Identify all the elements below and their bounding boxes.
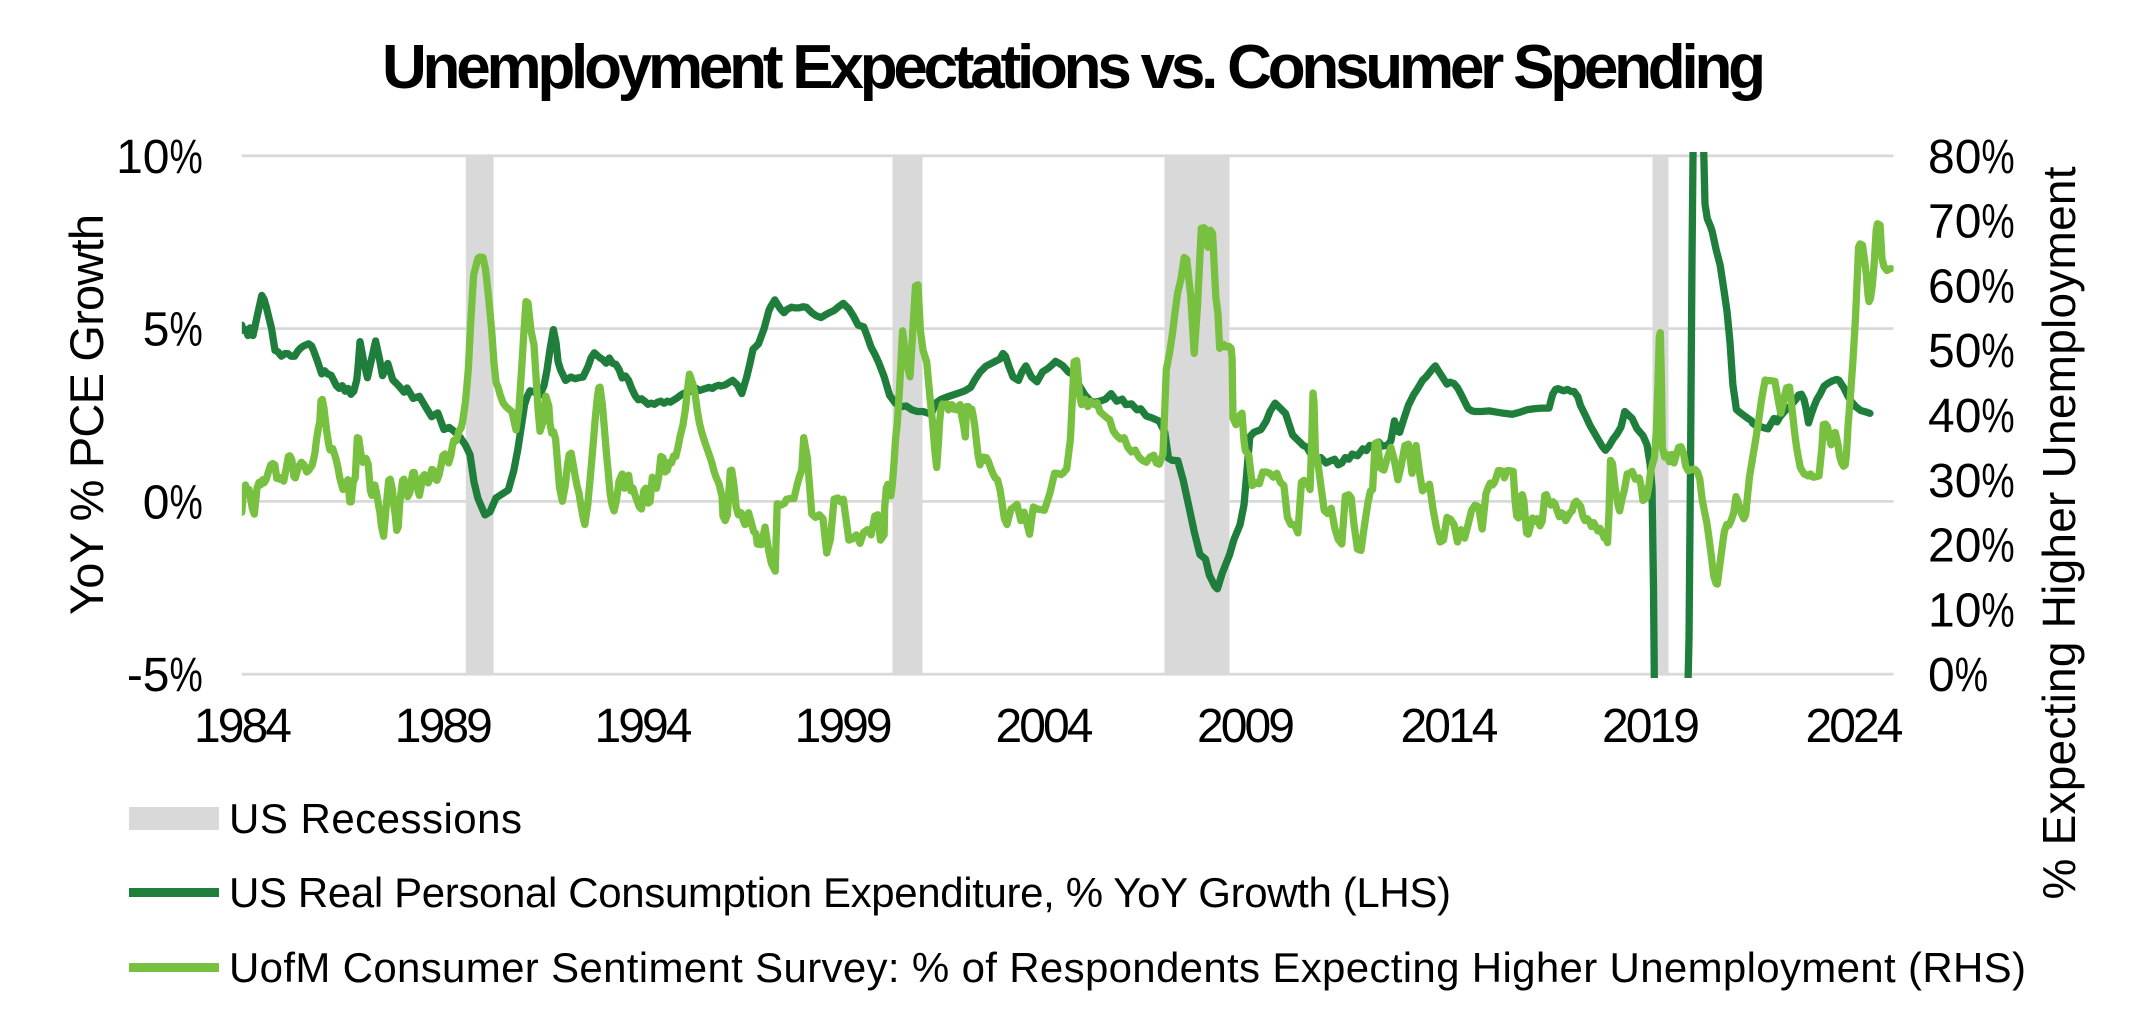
svg-text:30: 30 xyxy=(1928,455,1981,508)
svg-text:%: % xyxy=(1981,130,2014,184)
svg-text:40: 40 xyxy=(1928,390,1981,443)
svg-text:1989: 1989 xyxy=(395,700,493,753)
svg-text:%: % xyxy=(170,130,203,184)
svg-text:%: % xyxy=(1955,649,1988,703)
svg-text:2004: 2004 xyxy=(996,700,1094,753)
svg-text:US Real Personal Consumption E: US Real Personal Consumption Expenditure… xyxy=(229,869,1451,916)
svg-text:% Expecting Higher Unemploymen: % Expecting Higher Unemployment xyxy=(2033,166,2085,899)
svg-text:10: 10 xyxy=(116,131,169,184)
svg-text:US Recessions: US Recessions xyxy=(229,795,522,842)
svg-text:%: % xyxy=(1981,454,2014,508)
svg-text:5: 5 xyxy=(143,304,170,357)
svg-text:%: % xyxy=(1981,260,2014,314)
svg-text:-5: -5 xyxy=(127,649,170,702)
svg-text:UofM Consumer Sentiment Survey: UofM Consumer Sentiment Survey: % of Res… xyxy=(229,944,2026,991)
svg-text:10: 10 xyxy=(1928,584,1981,637)
svg-text:2009: 2009 xyxy=(1197,700,1295,753)
svg-text:2014: 2014 xyxy=(1401,700,1499,753)
svg-text:%: % xyxy=(1981,519,2014,573)
svg-text:%: % xyxy=(1981,195,2014,249)
svg-text:60: 60 xyxy=(1928,260,1981,313)
svg-text:%: % xyxy=(1981,325,2014,379)
svg-text:2024: 2024 xyxy=(1806,700,1904,753)
svg-text:0: 0 xyxy=(1928,649,1955,702)
svg-text:1984: 1984 xyxy=(194,700,292,753)
svg-text:1999: 1999 xyxy=(795,700,893,753)
svg-text:Unemployment Expectations vs.: Unemployment Expectations vs. Consumer S… xyxy=(382,33,1766,102)
svg-text:20: 20 xyxy=(1928,520,1981,573)
svg-text:%: % xyxy=(170,476,203,530)
svg-text:0: 0 xyxy=(143,476,170,529)
svg-text:2019: 2019 xyxy=(1602,700,1700,753)
svg-text:80: 80 xyxy=(1928,131,1981,184)
svg-text:1994: 1994 xyxy=(595,700,693,753)
svg-text:%: % xyxy=(170,303,203,357)
svg-text:%: % xyxy=(170,649,203,703)
svg-text:%: % xyxy=(1981,584,2014,638)
svg-text:YoY % PCE Growth: YoY % PCE Growth xyxy=(60,214,113,615)
svg-text:70: 70 xyxy=(1928,196,1981,249)
svg-text:50: 50 xyxy=(1928,325,1981,378)
svg-text:%: % xyxy=(1981,390,2014,444)
